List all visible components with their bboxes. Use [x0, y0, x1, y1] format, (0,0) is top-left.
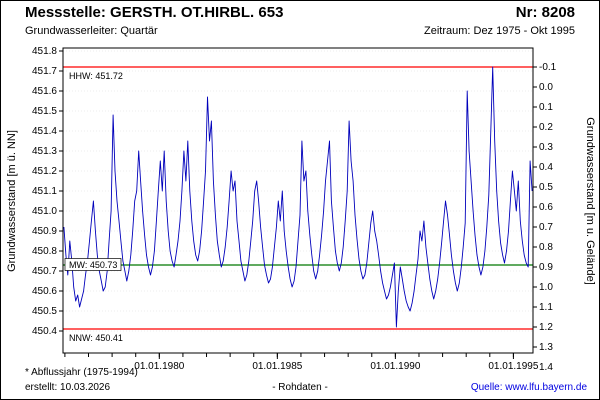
- station-number: Nr: 8208: [515, 4, 575, 21]
- y-right-tick-label: 0.7: [539, 222, 553, 233]
- y-left-tick-label: 450.6: [32, 286, 57, 297]
- groundwater-series-line: [63, 66, 533, 328]
- y-right-tick-label: 1.3: [539, 342, 553, 353]
- x-tick-label: 01.01.1995: [488, 361, 538, 372]
- y-right-tick-label: -0.1: [539, 62, 557, 73]
- y-left-tick-label: 451.0: [32, 206, 57, 217]
- footnote-abflussjahr: * Abflussjahr (1975-1994): [25, 367, 138, 378]
- plot-border: [62, 47, 534, 354]
- nnw-label: NNW: 450.41: [69, 333, 123, 343]
- hhw-label: HHW: 451.72: [69, 71, 123, 81]
- y-left-tick-label: 451.4: [32, 126, 57, 137]
- created-date: erstellt: 10.03.2026: [25, 382, 111, 393]
- mw-label: MW: 450.73: [69, 260, 117, 270]
- y-right-tick-label: 0.9: [539, 262, 553, 273]
- y-axis-left-title: Grundwasserstand [m ü. NN]: [6, 130, 18, 272]
- y-left-tick-label: 451.2: [32, 166, 57, 177]
- y-left-tick-label: 450.4: [32, 326, 57, 337]
- y-left-tick-label: 451.6: [32, 86, 57, 97]
- y-right-tick-label: 0.2: [539, 122, 553, 133]
- source-link[interactable]: Quelle: www.lfu.bayern.de: [470, 382, 587, 393]
- y-left-tick-label: 450.5: [32, 306, 57, 317]
- subheader-row: Grundwasserleiter: Quartär Zeitraum: Dez…: [25, 25, 575, 37]
- y-right-tick-label: 0.1: [539, 102, 553, 113]
- y-left-tick-label: 451.7: [32, 66, 57, 77]
- y-left-tick-label: 451.8: [32, 46, 57, 57]
- y-right-tick-label: 1.0: [539, 282, 553, 293]
- x-tick-label: 01.01.1990: [370, 361, 420, 372]
- y-right-tick-label: 0.8: [539, 242, 553, 253]
- y-left-tick-label: 450.9: [32, 226, 57, 237]
- y-right-tick-label: 0.4: [539, 162, 553, 173]
- y-right-tick-label: 0.5: [539, 182, 553, 193]
- y-left-tick-label: 451.3: [32, 146, 57, 157]
- y-right-tick-label: 1.2: [539, 322, 553, 333]
- y-axis-right-title: Grundwasserstand [m u. Gelände]: [584, 117, 596, 285]
- header-row: Messstelle: GERSTH. OT.HIRBL. 653 Nr: 82…: [25, 4, 575, 21]
- page-title: Messstelle: GERSTH. OT.HIRBL. 653: [25, 4, 284, 21]
- y-right-tick-label: 1.4: [539, 362, 553, 373]
- y-right-tick-label: 0.3: [539, 142, 553, 153]
- y-right-tick-label: 0.6: [539, 202, 553, 213]
- y-right-tick-label: 0.0: [539, 82, 553, 93]
- aquifer-label: Grundwasserleiter: Quartär: [25, 25, 158, 37]
- y-left-tick-label: 450.8: [32, 246, 57, 257]
- x-tick-label: 01.01.1985: [252, 361, 302, 372]
- y-left-tick-label: 450.7: [32, 266, 57, 277]
- period-label: Zeitraum: Dez 1975 - Okt 1995: [423, 25, 575, 37]
- mw-label-box: [64, 258, 122, 271]
- y-left-tick-label: 451.5: [32, 106, 57, 117]
- rohdaten-label: - Rohdaten -: [272, 382, 328, 393]
- hhw-label-bg: [67, 70, 125, 81]
- y-right-tick-label: 1.1: [539, 302, 553, 313]
- y-left-tick-label: 451.1: [32, 186, 57, 197]
- x-tick-label: 01.01.1980: [134, 361, 184, 372]
- nnw-label-bg: [67, 332, 125, 343]
